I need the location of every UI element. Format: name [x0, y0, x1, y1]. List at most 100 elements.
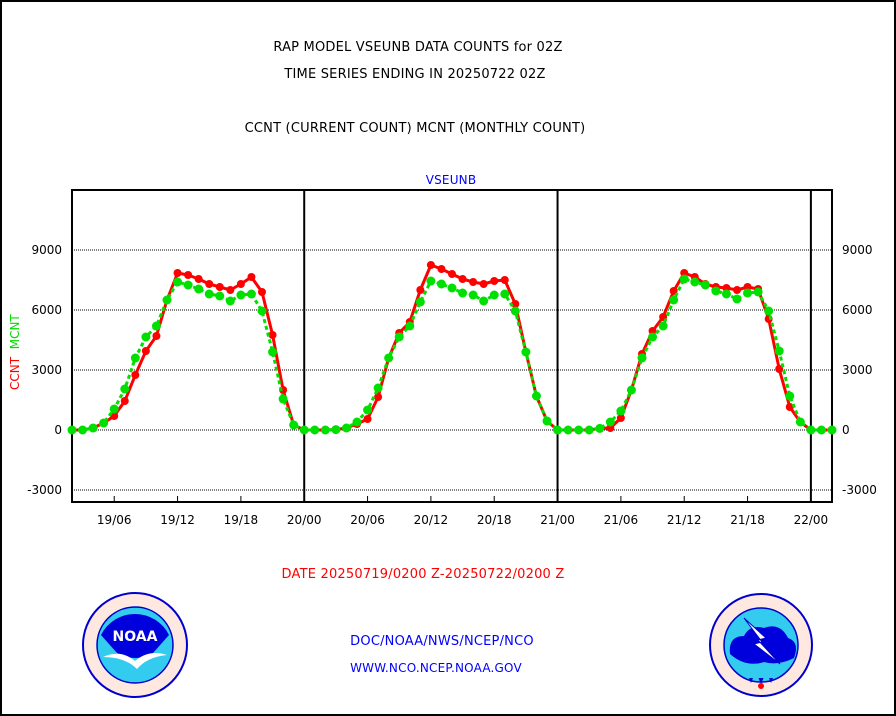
data-point-mcnt — [806, 425, 816, 435]
data-point-mcnt — [658, 321, 668, 331]
data-point-mcnt — [384, 353, 394, 363]
data-point-ccnt — [616, 414, 625, 422]
data-point-mcnt — [764, 306, 774, 316]
data-point-mcnt — [479, 296, 489, 306]
data-point-mcnt — [289, 420, 299, 430]
data-point-mcnt — [700, 280, 710, 290]
y-tick-label-right: 3000 — [842, 363, 873, 377]
y-tick-label-right: -3000 — [842, 483, 877, 497]
data-point-mcnt — [363, 405, 373, 415]
y-tick-label-left: 9000 — [31, 243, 62, 257]
data-point-mcnt — [743, 288, 753, 298]
data-point-ccnt — [374, 393, 383, 401]
x-tick-label: 20/12 — [414, 513, 449, 527]
data-point-ccnt — [173, 269, 182, 277]
data-point-mcnt — [827, 425, 837, 435]
data-point-ccnt — [141, 347, 150, 355]
y-tick-label-left: 3000 — [31, 363, 62, 377]
data-point-ccnt — [215, 283, 224, 291]
data-point-mcnt — [521, 347, 531, 357]
website-link[interactable]: WWW.NCO.NCEP.NOAA.GOV — [350, 661, 522, 675]
data-point-mcnt — [795, 417, 805, 427]
data-point-ccnt — [490, 277, 499, 285]
data-point-mcnt — [816, 425, 826, 435]
x-tick-label: 21/12 — [667, 513, 702, 527]
data-point-mcnt — [331, 425, 341, 435]
data-point-ccnt — [426, 261, 435, 269]
data-point-mcnt — [510, 306, 520, 316]
y-tick-label-right: 9000 — [842, 243, 873, 257]
data-point-ccnt — [258, 288, 266, 296]
data-point-ccnt — [184, 271, 193, 279]
data-point-mcnt — [436, 279, 446, 289]
data-point-mcnt — [257, 306, 267, 316]
data-point-mcnt — [236, 290, 246, 300]
data-point-mcnt — [616, 406, 626, 416]
series-line-mcnt — [72, 277, 832, 432]
data-point-mcnt — [468, 290, 478, 300]
x-tick-label: 21/18 — [730, 513, 765, 527]
data-point-mcnt — [341, 423, 351, 433]
data-point-ccnt — [448, 270, 456, 278]
x-tick-label: 19/12 — [160, 513, 195, 527]
chart-subtitle-time-series: TIME SERIES ENDING IN 20250722 02Z — [284, 67, 546, 82]
y-tick-label-left: 0 — [54, 423, 62, 437]
noaa-logo: NOAA — [82, 592, 188, 698]
data-point-mcnt — [489, 290, 499, 300]
data-point-ccnt — [363, 415, 372, 423]
data-point-mcnt — [215, 291, 225, 301]
data-point-mcnt — [278, 394, 288, 404]
data-point-mcnt — [109, 404, 119, 414]
data-point-ccnt — [226, 286, 235, 294]
data-point-mcnt — [595, 423, 605, 433]
data-point-mcnt — [626, 385, 636, 395]
plot-area-border — [71, 189, 833, 503]
panel-title: VSEUNB — [425, 173, 477, 187]
data-point-ccnt — [511, 300, 520, 308]
data-point-mcnt — [732, 294, 742, 304]
x-tick-label: 22/00 — [794, 513, 829, 527]
data-point-mcnt — [88, 423, 98, 433]
data-point-ccnt — [236, 280, 245, 288]
data-point-mcnt — [299, 425, 309, 435]
data-point-mcnt — [458, 288, 468, 298]
data-point-mcnt — [690, 277, 700, 287]
data-point-ccnt — [416, 286, 425, 294]
data-point-mcnt — [162, 295, 172, 305]
x-tick-label: 19/18 — [224, 513, 259, 527]
data-point-mcnt — [405, 321, 415, 331]
data-point-mcnt — [574, 425, 584, 435]
data-point-mcnt — [225, 296, 235, 306]
data-point-ccnt — [500, 276, 509, 284]
data-point-mcnt — [120, 384, 130, 394]
data-point-mcnt — [774, 346, 784, 356]
data-point-ccnt — [120, 397, 129, 405]
x-tick-label: 21/00 — [540, 513, 575, 527]
data-point-mcnt — [679, 274, 689, 284]
data-point-mcnt — [204, 289, 214, 299]
data-point-mcnt — [584, 425, 594, 435]
data-point-ccnt — [131, 371, 140, 379]
data-point-mcnt — [320, 425, 330, 435]
data-point-mcnt — [553, 425, 563, 435]
data-point-ccnt — [479, 280, 488, 288]
chart-legend-description: CCNT (CURRENT COUNT) MCNT (MONTHLY COUNT… — [244, 121, 586, 136]
data-point-mcnt — [447, 283, 457, 293]
data-point-mcnt — [563, 425, 573, 435]
data-point-mcnt — [785, 391, 795, 401]
x-axis-date-range: DATE 20250719/0200 Z-20250722/0200 Z — [281, 567, 565, 582]
data-point-mcnt — [394, 332, 404, 342]
x-tick-label: 19/06 — [97, 513, 132, 527]
data-point-mcnt — [373, 383, 383, 393]
x-tick-label: 20/06 — [350, 513, 385, 527]
data-point-mcnt — [531, 391, 541, 401]
data-point-mcnt — [141, 332, 151, 342]
data-point-mcnt — [542, 416, 552, 426]
data-point-mcnt — [151, 321, 161, 331]
data-point-ccnt — [775, 365, 784, 373]
noaa-logo-text: NOAA — [113, 629, 158, 645]
y-tick-label-right: 6000 — [842, 303, 873, 317]
data-point-mcnt — [246, 289, 256, 299]
chart-title: RAP MODEL VSEUNB DATA COUNTS for 02Z — [273, 40, 563, 55]
